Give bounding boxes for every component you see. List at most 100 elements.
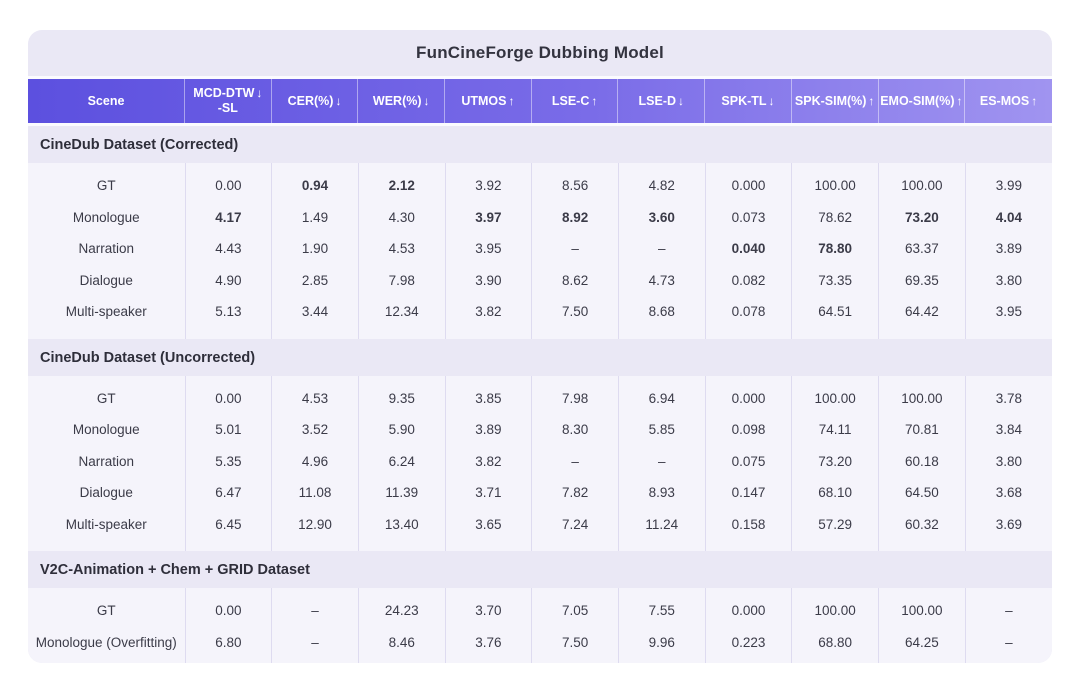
value-cell-spk-sim: 78.80 [791,233,879,265]
column-header-label: SPK-SIM(%) [794,93,867,108]
scene-cell: Monologue [28,201,186,234]
column-header-scene: Scene [28,79,185,123]
value-cell-spk-tl: 0.000 [705,375,793,415]
arrow-down-icon: ↓ [256,86,263,101]
value-cell-emo-sim: 100.00 [878,163,966,202]
value-cell-mcd-dtw-sl: 4.17 [185,201,273,234]
column-header-wer: WER(%) ↓ [358,79,446,123]
value-cell-lse-d: – [618,233,706,265]
table-row: Multi-speaker 5.13 3.44 12.34 3.82 7.50 8.68 0.… [28,296,1052,339]
column-header-line: MCD-DTW ↓ [193,86,262,101]
value-cell-es-mos: 3.69 [965,508,1052,552]
column-header-line: CER(%) ↓ [288,94,342,109]
table-row: GT 0.00 4.53 9.35 3.85 7.98 6.94 0.000 100.00 100… [28,375,1052,415]
value-cell-utmos: 3.90 [445,264,533,297]
value-cell-es-mos: 3.80 [965,445,1052,478]
value-cell-emo-sim: 100.00 [878,588,966,628]
value-cell-spk-tl: 0.223 [705,627,793,663]
column-header-label: UTMOS [461,93,507,108]
scene-cell: GT [28,375,186,415]
results-table: CineDub Dataset (Corrected) GT 0.00 0.94 2.1… [28,126,1052,663]
value-cell-cer: 3.52 [271,414,359,446]
value-cell-es-mos: 3.80 [965,264,1052,297]
column-header-line: SPK-SIM(%) ↑ [795,94,875,109]
column-header-label: LSE-C [551,93,590,108]
arrow-up-icon: ↑ [1031,93,1038,108]
value-cell-emo-sim: 73.20 [878,201,966,234]
value-cell-es-mos: 3.99 [965,163,1052,202]
column-header-line: EMO-SIM(%) ↑ [880,94,962,109]
table-title: FunCineForge Dubbing Model [416,43,664,62]
value-cell-wer: 8.46 [358,627,446,663]
column-header-emo-sim: EMO-SIM(%) ↑ [879,79,966,123]
table-row: Narration 4.43 1.90 4.53 3.95– –0.040 78.80 63.… [28,233,1052,265]
arrow-down-icon: ↓ [768,93,775,108]
value-cell-lse-d: 8.93 [618,477,706,509]
value-cell-cer: 11.08 [271,477,359,509]
value-cell-spk-sim: 68.10 [791,477,879,509]
value-cell-mcd-dtw-sl: 6.45 [185,508,273,552]
value-cell-lse-c: 7.24 [531,508,619,552]
section-band: CineDub Dataset (Uncorrected) [28,338,1052,376]
value-cell-spk-sim: 64.51 [791,296,879,339]
value-cell-cer: – [271,627,359,663]
value-cell-spk-sim: 100.00 [791,163,879,202]
value-cell-wer: 12.34 [358,296,446,339]
value-cell-mcd-dtw-sl: 5.01 [185,414,273,446]
column-header-mcd-dtw-sl: MCD-DTW ↓ -SL [185,79,272,123]
table-row: Dialogue 4.90 2.85 7.98 3.90 8.62 4.73 0.082 73.… [28,264,1052,297]
value-cell-lse-d: 7.55 [618,588,706,628]
arrow-down-icon: ↓ [678,93,685,108]
value-cell-utmos: 3.76 [445,627,533,663]
value-cell-utmos: 3.97 [445,201,533,234]
value-cell-emo-sim: 69.35 [878,264,966,297]
value-cell-lse-c: – [531,445,619,478]
table-row: Dialogue 6.47 11.08 11.39 3.71 7.82 8.93 0.147 6… [28,477,1052,509]
value-cell-utmos: 3.95 [445,233,533,265]
value-cell-lse-c: 8.62 [531,264,619,297]
value-cell-wer: 4.30 [358,201,446,234]
arrow-up-icon: ↑ [868,93,875,108]
section-header: CineDub Dataset (Uncorrected) [28,338,1052,376]
column-header-label: WER(%) [372,93,422,108]
results-card: FunCineForge Dubbing Model Scene MCD-DTW ↓… [28,30,1052,663]
value-cell-mcd-dtw-sl: 6.47 [185,477,273,509]
column-header-lse-c: LSE-C ↑ [532,79,619,123]
arrow-up-icon: ↑ [956,93,963,108]
column-header-cer: CER(%) ↓ [272,79,359,123]
value-cell-wer: 9.35 [358,375,446,415]
value-cell-cer: 12.90 [271,508,359,552]
value-cell-utmos: 3.65 [445,508,533,552]
value-cell-es-mos: 3.68 [965,477,1052,509]
section-header: CineDub Dataset (Corrected) [28,126,1052,163]
column-header-label: EMO-SIM(%) [880,93,955,108]
column-header-line: LSE-D ↓ [639,94,685,109]
value-cell-wer: 4.53 [358,233,446,265]
value-cell-mcd-dtw-sl: 6.80 [185,627,273,663]
arrow-down-icon: ↓ [335,93,342,108]
value-cell-mcd-dtw-sl: 0.00 [185,588,273,628]
divider [28,123,1052,126]
value-cell-wer: 11.39 [358,477,446,509]
value-cell-spk-tl: 0.000 [705,588,793,628]
table-row: Multi-speaker 6.45 12.90 13.40 3.65 7.24 11.24… [28,508,1052,552]
scene-cell: Multi-speaker [28,508,186,552]
table-header: Scene MCD-DTW ↓ -SL CER(%) ↓ WER(%) ↓ UTMOS ↑ LSE-… [28,79,1052,123]
table-row: GT 0.00–24.23 3.70 7.05 7.55 0.000 100.00 100.0… [28,588,1052,628]
value-cell-spk-tl: 0.000 [705,163,793,202]
value-cell-wer: 6.24 [358,445,446,478]
value-cell-wer: 7.98 [358,264,446,297]
scene-cell: Narration [28,445,186,478]
value-cell-utmos: 3.82 [445,445,533,478]
value-cell-spk-tl: 0.078 [705,296,793,339]
value-cell-emo-sim: 64.42 [878,296,966,339]
value-cell-emo-sim: 60.18 [878,445,966,478]
arrow-down-icon: ↓ [423,93,430,108]
value-cell-lse-d: 6.94 [618,375,706,415]
value-cell-spk-sim: 73.20 [791,445,879,478]
table-row: Narration 5.35 4.96 6.24 3.82– –0.075 73.20 60.… [28,445,1052,478]
value-cell-lse-c: 7.50 [531,296,619,339]
value-cell-emo-sim: 70.81 [878,414,966,446]
value-cell-lse-c: 7.98 [531,375,619,415]
value-cell-emo-sim: 64.50 [878,477,966,509]
